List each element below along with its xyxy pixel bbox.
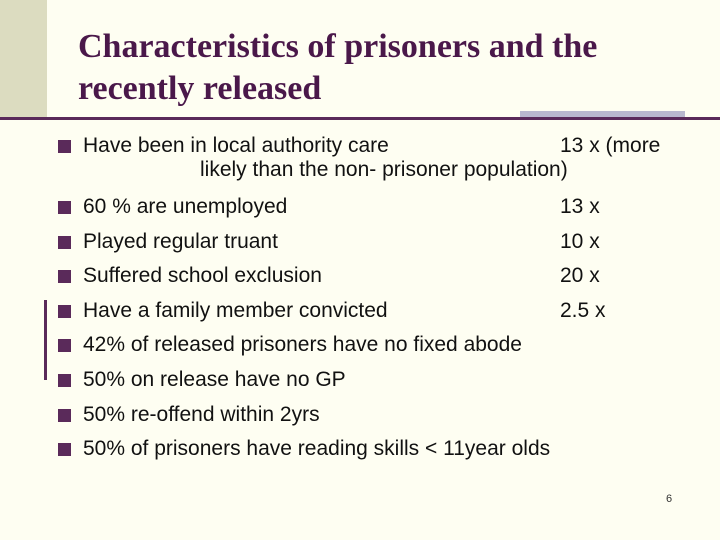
title-gray-rule — [520, 111, 685, 120]
bullet-item: Have a family member convicted 2.5 x — [58, 294, 698, 329]
square-bullet-icon — [58, 235, 71, 249]
bullet-item: 60 % are unemployed 13 x — [58, 190, 698, 225]
bullet-label: 50% re-offend within 2yrs — [83, 402, 320, 426]
bullet-item: Suffered school exclusion 20 x — [58, 259, 698, 294]
bullet-item: 42% of released prisoners have no fixed … — [58, 328, 698, 363]
bullet-list: Have been in local authority care 13 x (… — [58, 129, 698, 467]
page-number: 6 — [666, 493, 673, 505]
left-decorative-band — [0, 0, 47, 118]
title-line-1: Characteristics of prisoners and the — [78, 28, 598, 65]
bullet-label: Suffered school exclusion — [83, 264, 322, 288]
title-divider-rule — [0, 117, 720, 120]
square-bullet-icon — [58, 339, 71, 353]
bullet-label: Played regular truant — [83, 229, 278, 253]
bullet-continuation: likely than the non- prisoner population… — [200, 158, 568, 181]
square-bullet-icon — [58, 408, 71, 422]
square-bullet-icon — [58, 373, 71, 387]
bullet-value: 10 x — [560, 229, 600, 253]
square-bullet-icon — [58, 304, 71, 318]
bullet-label: 42% of released prisoners have no fixed … — [83, 333, 522, 357]
title-line-2: recently released — [78, 70, 322, 107]
bullet-item: Have been in local authority care 13 x (… — [58, 129, 698, 190]
bullet-label: 50% of prisoners have reading skills < 1… — [83, 437, 551, 461]
bullet-item: Played regular truant 10 x — [58, 225, 698, 260]
bullet-label: 50% on release have no GP — [83, 367, 346, 391]
square-bullet-icon — [58, 201, 71, 214]
square-bullet-icon — [58, 140, 71, 153]
bullet-value: 13 x — [560, 195, 600, 218]
bullet-value: 13 x (more — [560, 134, 661, 157]
bullet-label: Have been in local authority care — [83, 134, 389, 157]
bullet-label: Have a family member convicted — [83, 298, 388, 322]
bullet-item: 50% on release have no GP — [58, 363, 698, 398]
bullet-item: 50% of prisoners have reading skills < 1… — [58, 432, 698, 467]
square-bullet-icon — [58, 270, 71, 284]
square-bullet-icon — [58, 443, 71, 457]
bullet-value: 20 x — [560, 264, 600, 288]
bullet-label: 60 % are unemployed — [83, 195, 288, 218]
left-accent-line — [0, 300, 47, 380]
bullet-value: 2.5 x — [560, 298, 606, 322]
slide-title: Characteristics of prisoners and the rec… — [78, 26, 688, 110]
bullet-item: 50% re-offend within 2yrs — [58, 398, 698, 433]
